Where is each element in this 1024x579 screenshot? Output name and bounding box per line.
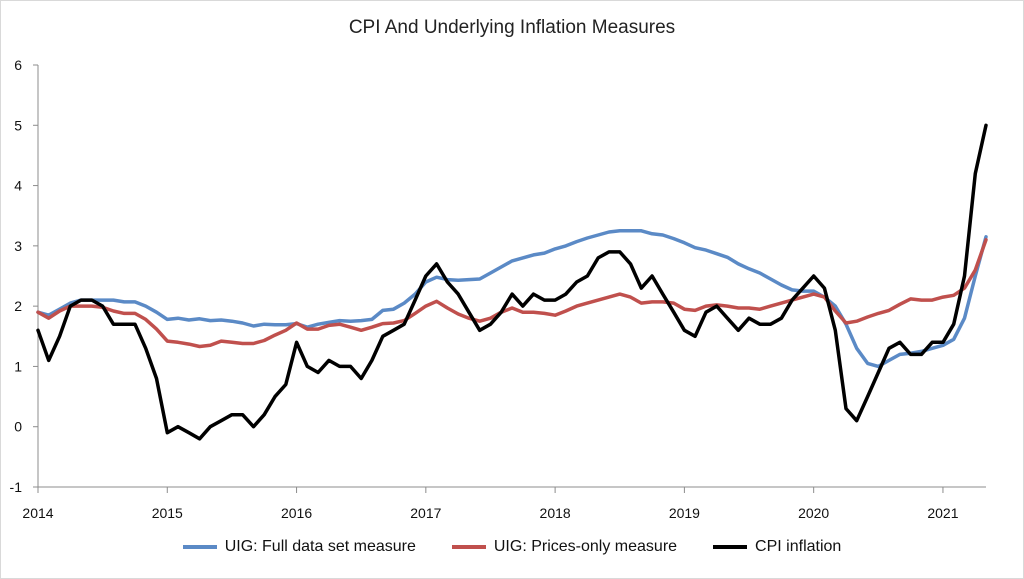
- x-tick-label: 2017: [410, 505, 441, 521]
- x-tick-label: 2020: [798, 505, 829, 521]
- legend-label-cpi: CPI inflation: [755, 538, 842, 555]
- legend-label-prices-only: UIG: Prices-only measure: [493, 538, 678, 555]
- legend: UIG: Full data set measure UIG: Prices-o…: [0, 538, 1024, 556]
- y-tick-label: 4: [14, 178, 22, 194]
- y-tick-label: 6: [14, 57, 22, 73]
- y-tick-label: 5: [14, 117, 22, 133]
- x-tick-label: 2018: [540, 505, 571, 521]
- series-lines: [36, 123, 988, 441]
- legend-swatch-prices-only: [451, 545, 486, 549]
- x-axis-ticks: 2014 2015 2016 2017 2018 2019 2020 2021: [22, 487, 959, 521]
- y-axis-ticks: -1 0 1 2 3 4 5 6: [10, 57, 38, 495]
- legend-swatch-cpi: [713, 545, 748, 549]
- series-line-full-data: [36, 229, 988, 369]
- y-tick-label: 0: [14, 419, 22, 435]
- y-tick-label: -1: [10, 479, 23, 495]
- x-tick-label: 2019: [669, 505, 700, 521]
- y-tick-label: 1: [14, 358, 22, 374]
- legend-item-full-data: UIG: Full data set measure: [182, 538, 416, 556]
- chart-title: CPI And Underlying Inflation Measures: [348, 17, 676, 38]
- y-tick-label: 3: [14, 238, 22, 254]
- series-line-cpi: [36, 123, 988, 441]
- y-tick-label: 2: [14, 298, 22, 314]
- legend-swatch-full-data: [182, 545, 217, 549]
- x-tick-label: 2021: [927, 505, 958, 521]
- legend-label-full-data: UIG: Full data set measure: [224, 538, 416, 555]
- legend-item-prices-only: UIG: Prices-only measure: [451, 538, 678, 556]
- x-tick-label: 2014: [22, 505, 53, 521]
- legend-item-cpi: CPI inflation: [713, 538, 841, 556]
- x-tick-label: 2016: [281, 505, 312, 521]
- axes: [37, 65, 986, 488]
- x-tick-label: 2015: [152, 505, 183, 521]
